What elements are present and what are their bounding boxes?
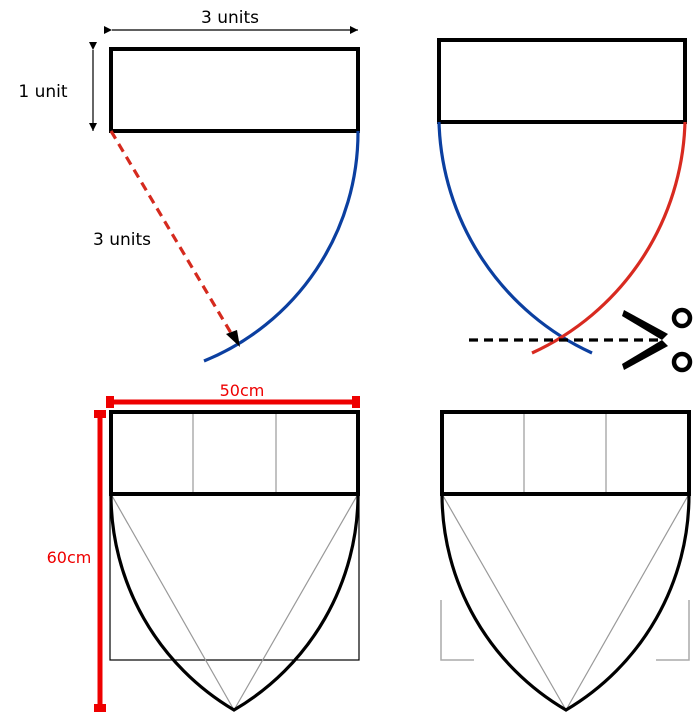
corner-mark (440, 600, 474, 661)
radius-arrowhead (226, 330, 240, 347)
chief-rectangle (109, 410, 360, 496)
panel-cut (437, 38, 693, 373)
width-label: 3 units (201, 8, 259, 28)
chief-rectangle (440, 410, 691, 496)
construction-line (441, 493, 567, 711)
width-measure-label: 50cm (220, 381, 265, 400)
scissors-icon (622, 307, 693, 373)
blue-arc (203, 130, 360, 363)
height-measure (94, 410, 106, 712)
panel-final-shield (440, 410, 691, 712)
corner-mark (656, 600, 690, 661)
radius-line (109, 130, 233, 334)
width-measure (106, 396, 360, 408)
blue-arc (437, 121, 593, 355)
shield-outline (109, 493, 360, 712)
shield-outline (440, 493, 691, 712)
panel-construction: 3 units 1 unit 3 units (18, 8, 360, 363)
panel-measured-shield: 50cm 60cm (47, 381, 360, 712)
red-arc (531, 121, 687, 355)
height-label: 1 unit (18, 82, 67, 102)
construction-line (565, 493, 690, 711)
chief-rectangle (437, 38, 687, 124)
construction-line (110, 493, 235, 711)
radius-label: 3 units (93, 230, 151, 250)
height-measure-label: 60cm (47, 548, 92, 567)
chief-rectangle (109, 47, 360, 133)
construction-line (233, 493, 359, 711)
